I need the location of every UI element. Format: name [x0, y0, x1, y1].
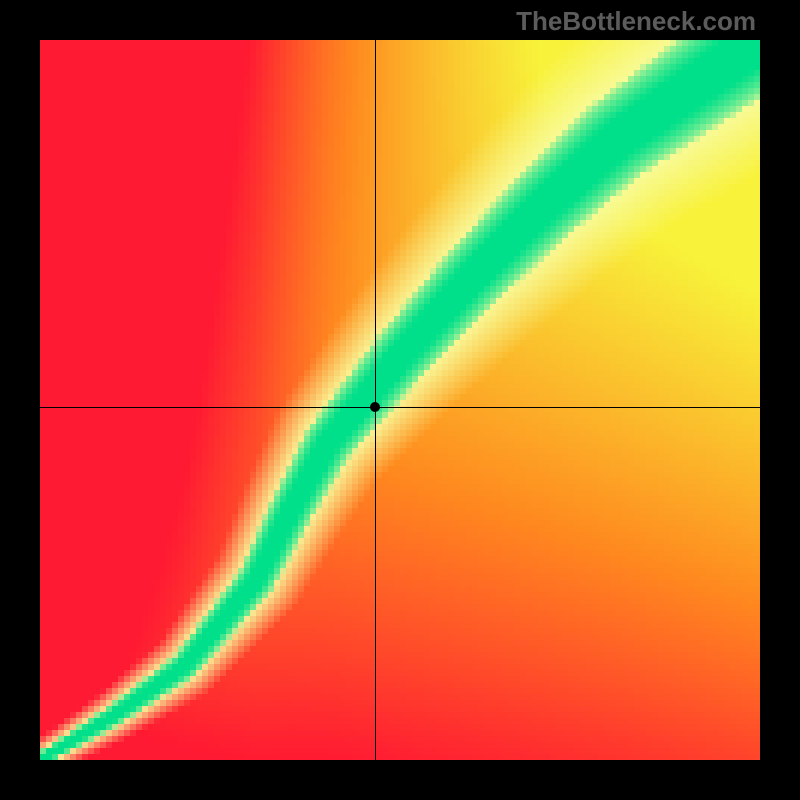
bottleneck-heatmap-chart: { "chart": { "type": "heatmap", "canvas"…: [0, 0, 800, 800]
watermark-text: TheBottleneck.com: [516, 6, 756, 37]
crosshair-horizontal: [40, 407, 760, 408]
heatmap-canvas: [40, 40, 760, 760]
crosshair-vertical: [375, 40, 376, 760]
crosshair-marker: [370, 402, 380, 412]
